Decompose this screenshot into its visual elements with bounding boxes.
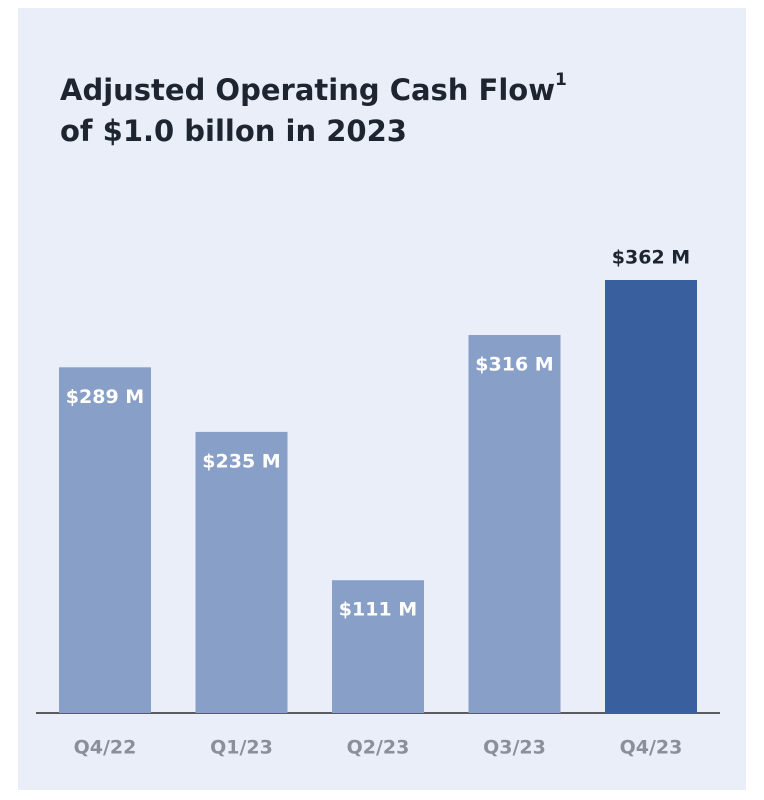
bar (605, 280, 697, 713)
value-label: $111 M (339, 599, 417, 621)
bar (59, 367, 151, 713)
title-line: Adjusted Operating Cash Flow (60, 73, 555, 107)
bar (468, 335, 561, 713)
x-tick-label: Q3/23 (483, 737, 546, 759)
x-tick-label: Q4/23 (620, 737, 683, 759)
x-tick-label: Q2/23 (347, 737, 410, 759)
value-label: $316 M (475, 354, 553, 376)
bar (332, 580, 424, 713)
x-tick-label: Q1/23 (210, 737, 273, 759)
value-label: $362 M (612, 247, 690, 269)
value-label: $289 M (66, 386, 144, 408)
x-tick-label: Q4/22 (74, 737, 137, 759)
chart-title: of $1.0 billon in 2023 (60, 114, 407, 148)
value-label: $235 M (202, 450, 280, 472)
bar (195, 431, 288, 713)
chart-title: Adjusted Operating Cash Flow1 (60, 70, 567, 107)
footnote-mark: 1 (555, 70, 567, 90)
